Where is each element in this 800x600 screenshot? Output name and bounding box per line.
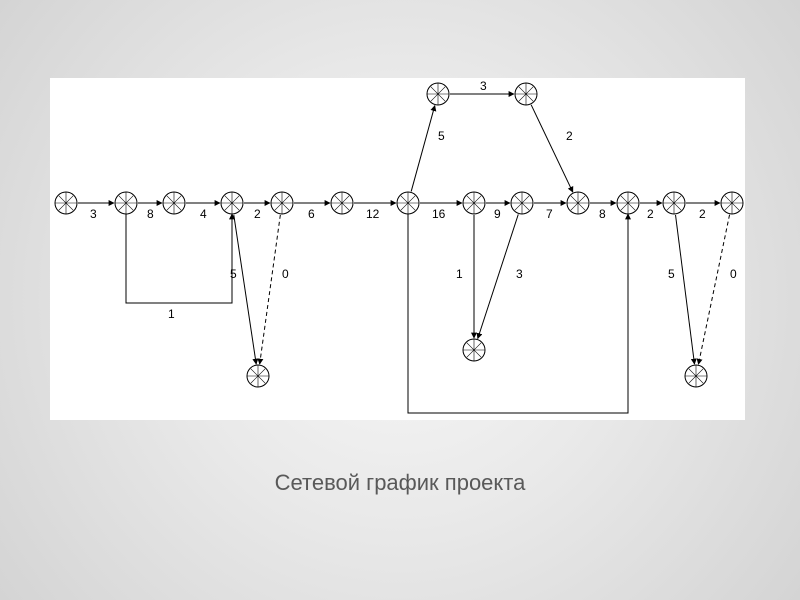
polyline-edge (408, 214, 628, 413)
edge-label: 8 (599, 207, 606, 221)
node (463, 339, 485, 361)
edge-label: 0 (282, 267, 289, 281)
edge-label: 3 (516, 267, 523, 281)
node (397, 192, 419, 214)
node (567, 192, 589, 214)
polyline-edge (126, 214, 232, 303)
node (247, 365, 269, 387)
edge-label: 5 (438, 129, 445, 143)
node (721, 192, 743, 214)
edge-label: 4 (200, 207, 207, 221)
node (427, 83, 449, 105)
edge-label: 1 (168, 307, 175, 321)
node (271, 192, 293, 214)
edge (698, 215, 729, 365)
edge-label: 2 (254, 207, 261, 221)
edge-label: 3 (90, 207, 97, 221)
edge-label: 12 (366, 207, 380, 221)
edge-label: 6 (308, 207, 315, 221)
node (163, 192, 185, 214)
node (55, 192, 77, 214)
diagram-panel: 1 3 8 4 2 6 12 16 9 7 8 2 2 5 3 2 5 0 1 3 5 0 (50, 78, 745, 420)
edge-label: 5 (668, 267, 675, 281)
node (617, 192, 639, 214)
edge-label: 1 (456, 267, 463, 281)
edge-label: 2 (647, 207, 654, 221)
edge-label: 8 (147, 207, 154, 221)
node (663, 192, 685, 214)
node (685, 365, 707, 387)
edge (411, 106, 435, 192)
edge (531, 105, 573, 192)
node (115, 192, 137, 214)
edge (260, 215, 281, 364)
node (221, 192, 243, 214)
edge-label: 2 (699, 207, 706, 221)
edge-label: 9 (494, 207, 501, 221)
caption: Сетевой график проекта (0, 470, 800, 496)
node (515, 83, 537, 105)
edge-label: 3 (480, 79, 487, 93)
edge-label: 16 (432, 207, 446, 221)
edge (478, 214, 519, 338)
network-svg: 1 3 8 4 2 6 12 16 9 7 8 2 2 5 3 2 5 0 1 3 5 0 (50, 78, 745, 420)
edge (676, 215, 695, 364)
edge-label: 7 (546, 207, 553, 221)
edge-label: 2 (566, 129, 573, 143)
node (331, 192, 353, 214)
edge-label: 0 (730, 267, 737, 281)
edge (234, 215, 256, 364)
edge-label: 5 (230, 267, 237, 281)
node (463, 192, 485, 214)
node (511, 192, 533, 214)
